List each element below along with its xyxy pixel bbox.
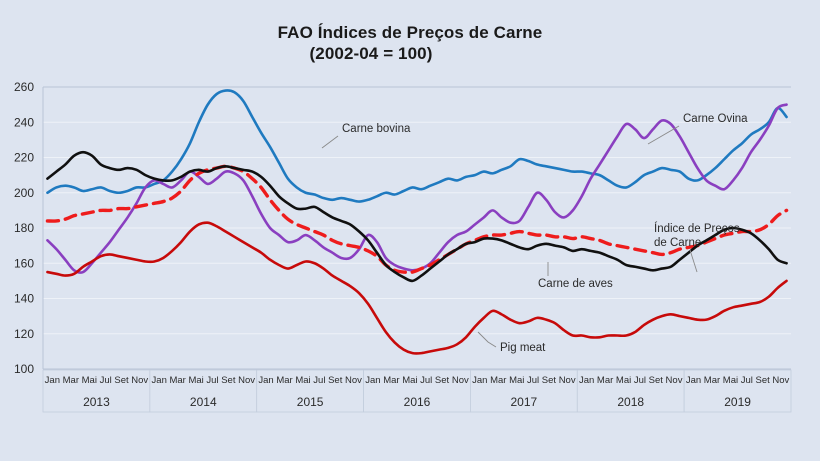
x-axis-bands: Jan Mar Mai Jul Set Nov 2013 Jan Mar Mai J… xyxy=(42,369,792,413)
series-lines xyxy=(45,89,789,355)
y-axis-tick-label: 120 xyxy=(14,327,34,341)
y-axis-tick-label: 220 xyxy=(14,151,34,165)
y-axis-tick-label: 240 xyxy=(14,115,34,129)
x-axis-month-labels: Jan Mar Mai Jul Set Nov xyxy=(152,375,256,386)
y-axis-tick-label: 160 xyxy=(14,256,34,270)
x-axis-month-labels: Jan Mar Mai Jul Set Nov xyxy=(258,375,362,386)
x-axis-month-labels: Jan Mar Mai Jul Set Nov xyxy=(45,375,149,386)
series-line-4 xyxy=(46,221,788,355)
annotation-label: Carne de aves xyxy=(538,278,613,290)
x-axis-year-label: 2015 xyxy=(297,395,324,409)
annotation-leader-line xyxy=(647,125,680,145)
annotation-leader-line xyxy=(321,135,339,149)
annotation-label: Carne Ovina xyxy=(683,113,748,125)
series-line-3 xyxy=(46,150,788,283)
annotation-label: Índice de Preços xyxy=(654,222,740,235)
x-axis-year-label: 2014 xyxy=(190,395,217,409)
y-axis-tick-label: 260 xyxy=(14,80,34,94)
y-axis-tick-label: 200 xyxy=(14,186,34,200)
annotation-leader-line xyxy=(689,249,698,273)
y-axis-tick-label: 140 xyxy=(14,292,34,306)
series-line-0 xyxy=(46,89,788,203)
gridlines xyxy=(43,86,791,370)
y-axis-ticks: 100 120 140 160 180 200 220 240 260 xyxy=(14,80,34,376)
axis-lines xyxy=(42,86,791,370)
annotation-leader-line xyxy=(477,331,497,348)
x-axis-year-label: 2013 xyxy=(83,395,110,409)
series-line-2 xyxy=(45,164,789,275)
annotation-label: Carne bovina xyxy=(342,123,411,135)
y-axis-tick-label: 180 xyxy=(14,221,34,235)
y-axis-tick-label: 100 xyxy=(14,362,34,376)
x-axis-year-label: 2017 xyxy=(511,395,538,409)
x-axis-year-label: 2018 xyxy=(617,395,644,409)
annotation-label: de Carne xyxy=(654,237,701,249)
x-axis-month-labels: Jan Mar Mai Jul Set Nov xyxy=(365,375,469,386)
x-axis-month-labels: Jan Mar Mai Jul Set Nov xyxy=(686,375,790,386)
annotation-label: Pig meat xyxy=(500,342,546,354)
x-axis-year-label: 2019 xyxy=(724,395,751,409)
x-axis-year-label: 2016 xyxy=(404,395,431,409)
series-annotations: Carne bovina Carne Ovina Índice de Preços d… xyxy=(321,113,748,354)
x-axis-month-labels: Jan Mar Mai Jul Set Nov xyxy=(472,375,576,386)
x-axis-month-labels: Jan Mar Mai Jul Set Nov xyxy=(579,375,683,386)
